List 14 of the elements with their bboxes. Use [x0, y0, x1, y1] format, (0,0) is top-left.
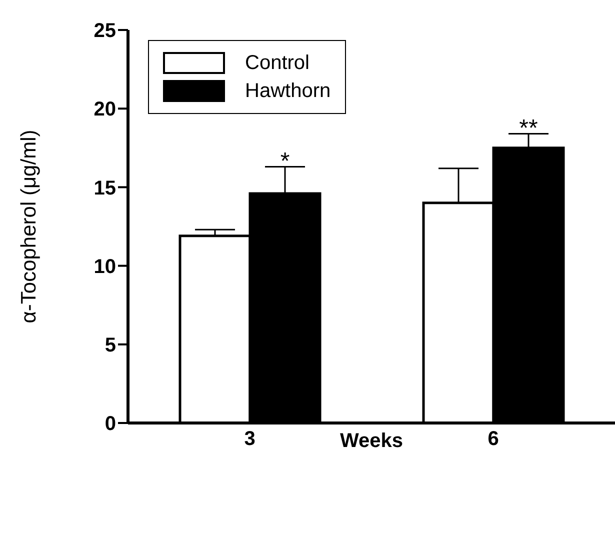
x-tick-label: 3: [244, 428, 256, 450]
legend-label: Hawthorn: [245, 80, 331, 102]
x-axis-title: Weeks: [340, 430, 404, 452]
y-tick-label: 10: [94, 256, 116, 278]
y-axis-title: α-Tocopherol (μg/ml): [17, 130, 40, 324]
y-tick-label: 5: [104, 334, 116, 356]
y-tick-label: 20: [94, 98, 116, 121]
legend-label: Control: [245, 52, 310, 74]
annotation: *: [280, 148, 290, 175]
y-tick-label: 0: [104, 413, 116, 436]
y-tick-label: 15: [94, 177, 116, 200]
y-tick-label: 25: [94, 20, 116, 42]
annotation: **: [519, 114, 538, 142]
x-tick-label: 6: [488, 428, 499, 450]
